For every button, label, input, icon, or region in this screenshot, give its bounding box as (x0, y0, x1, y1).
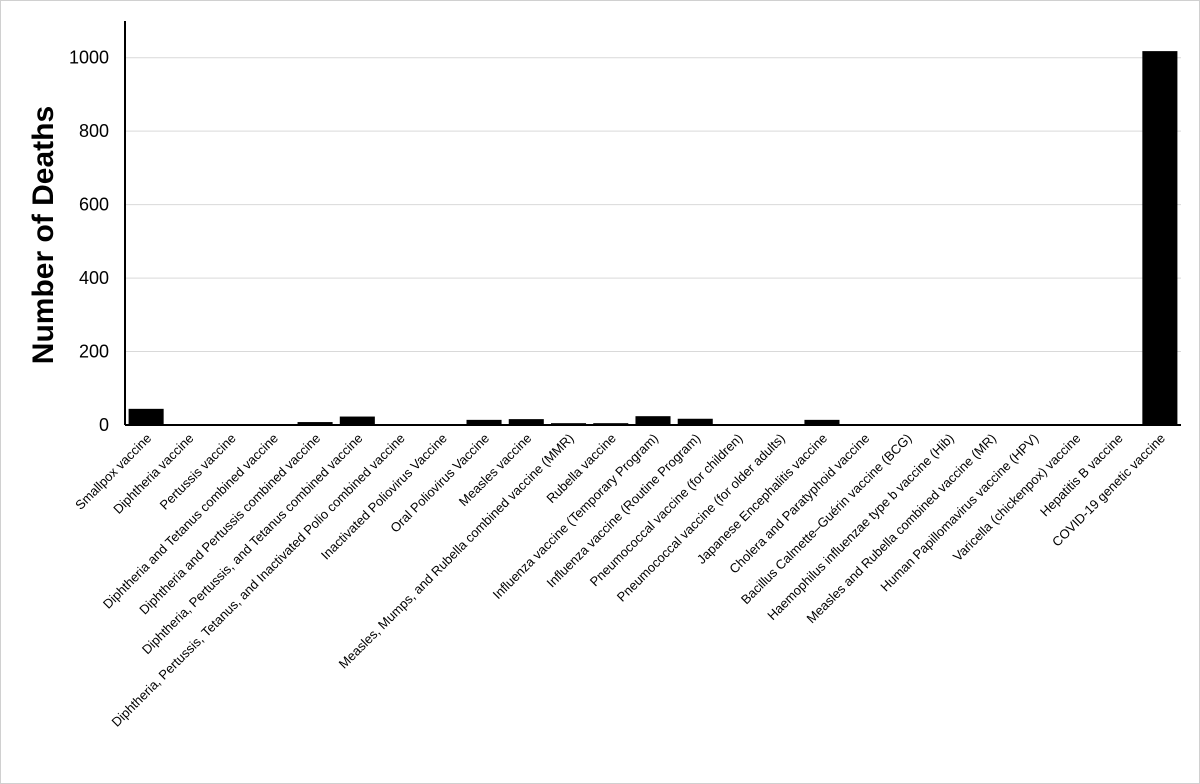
x-category-label: Diphtheria vaccine (110, 431, 196, 517)
x-category-label: Measles vaccine (456, 431, 535, 510)
x-category-label: Influenza vaccine (Routine Program) (544, 431, 704, 591)
y-tick-labels: 0 200 400 600 800 1000 (69, 48, 109, 435)
y-tick-label: 0 (99, 415, 109, 435)
bar (677, 418, 713, 425)
grid-lines (125, 57, 1181, 353)
bar (297, 422, 333, 425)
y-tick-label: 1000 (69, 48, 109, 68)
bar (635, 416, 671, 425)
bars-group (128, 51, 1178, 425)
y-tick-label: 800 (79, 121, 109, 141)
bar (508, 419, 544, 425)
bar (339, 416, 375, 425)
bar (128, 408, 164, 425)
x-category-label: Human Papillomavirus vaccine (HPV) (877, 431, 1041, 595)
y-tick-label: 200 (79, 342, 109, 362)
y-tick-label: 600 (79, 195, 109, 215)
x-category-label: Pertussis vaccine (157, 431, 239, 513)
bar (1142, 51, 1178, 425)
bar (466, 419, 502, 425)
bar (804, 419, 840, 425)
y-axis-title: Number of Deaths (27, 106, 60, 364)
x-category-label: Pneumococcal vaccine (for children) (587, 431, 746, 590)
x-category-label: Smallpox vaccine (72, 431, 154, 513)
y-tick-label: 400 (79, 268, 109, 288)
axes-group (124, 21, 1181, 426)
